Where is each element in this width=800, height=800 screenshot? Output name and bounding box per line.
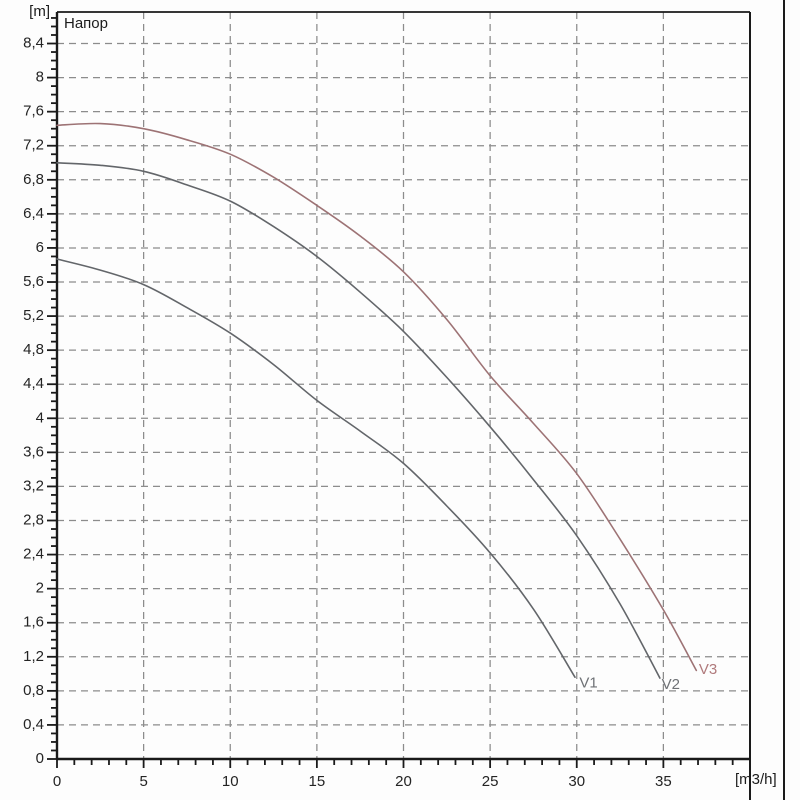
y-tick-label: 4,8 — [23, 341, 44, 358]
y-tick-label: 1,2 — [23, 648, 44, 665]
y-tick-label: 7,2 — [23, 137, 44, 154]
y-tick-label: 0,8 — [23, 682, 44, 699]
y-tick-label: 4 — [36, 409, 44, 426]
pump-curves: V1 V2 V3 — [56, 122, 717, 693]
y-tick-label: 0,4 — [23, 716, 44, 733]
y-tick-labels: 0 0,4 0,8 1,2 1,6 2 2,4 2,8 3,2 3,6 4 4,4 4,8 5,2 5,6 6… — [23, 34, 44, 766]
curve-v1 — [56, 258, 576, 678]
x-tick-label: 5 — [139, 773, 147, 790]
y-tick-label: 2,8 — [23, 511, 44, 528]
y-tick-label: 3,2 — [23, 477, 44, 494]
x-tick-label: 25 — [482, 773, 499, 790]
curve-v2 — [56, 162, 661, 679]
x-tick-label: 15 — [309, 773, 326, 790]
y-tick-label: 2 — [36, 580, 44, 597]
axis-ticks — [47, 17, 734, 768]
grid-lines — [57, 12, 750, 759]
x-tick-label: 30 — [568, 773, 585, 790]
y-tick-label: 8 — [36, 69, 44, 86]
x-tick-label: 0 — [53, 773, 61, 790]
y-tick-label: 6 — [36, 239, 44, 256]
curve-label-v2: V2 — [662, 676, 680, 693]
y-tick-label: 4,4 — [23, 375, 44, 392]
x-axis-unit-label: [m3/h] — [735, 771, 777, 788]
y-tick-label: 1,6 — [23, 614, 44, 631]
chart-title: Напор — [64, 15, 108, 32]
y-tick-label: 6,4 — [23, 205, 44, 222]
x-tick-label: 35 — [655, 773, 672, 790]
y-tick-label: 3,6 — [23, 443, 44, 460]
y-tick-label: 7,6 — [23, 103, 44, 120]
curve-v3 — [56, 122, 698, 672]
x-tick-label: 10 — [222, 773, 239, 790]
x-tick-label: 20 — [395, 773, 412, 790]
y-axis-unit-label: [m] — [29, 3, 50, 20]
y-tick-label: 5,6 — [23, 273, 44, 290]
curve-label-v1: V1 — [579, 674, 597, 691]
y-tick-label: 6,8 — [23, 171, 44, 188]
curve-label-v3: V3 — [699, 661, 717, 678]
y-tick-label: 5,2 — [23, 307, 44, 324]
y-tick-label: 0 — [36, 750, 44, 767]
y-tick-label: 2,4 — [23, 546, 44, 563]
x-tick-labels: 0 5 10 15 20 25 30 35 — [53, 773, 672, 790]
y-tick-label: 8,4 — [23, 34, 44, 51]
